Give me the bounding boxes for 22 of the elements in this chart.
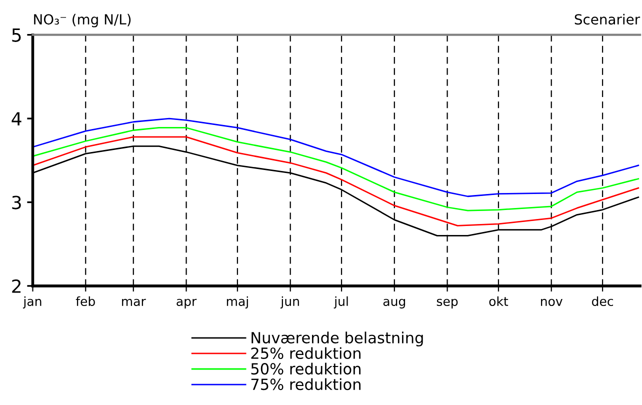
y-tick-label: 3 <box>12 196 21 210</box>
chart-title: Scenarier <box>574 14 640 25</box>
x-tick-label: aug <box>383 298 406 308</box>
x-tick-label: maj <box>226 296 248 308</box>
x-tick-label: mar <box>122 298 146 306</box>
x-tick-label: jan <box>22 296 42 308</box>
legend-label: 25% reduktion <box>251 347 360 360</box>
x-tick-label: apr <box>176 298 197 308</box>
legend-label: 50% reduktion <box>251 362 360 375</box>
x-tick-label: feb <box>76 296 95 306</box>
x-tick-label: sep <box>436 298 458 308</box>
y-tick-label: 4 <box>12 112 22 126</box>
legend-label: Nuværende belastning <box>252 332 423 346</box>
y-axis-title: NO₃⁻ (mg N/L) <box>34 14 131 28</box>
x-tick-label: jul <box>334 296 348 308</box>
x-tick-label: nov <box>541 298 562 306</box>
y-tick-label: 5 <box>12 28 21 42</box>
legend-label: 75% reduktion <box>251 378 360 390</box>
x-tick-label: dec <box>592 296 614 306</box>
y-tick-label: 2 <box>12 279 21 293</box>
x-tick-label: okt <box>489 296 508 306</box>
x-tick-label: jun <box>280 296 299 308</box>
